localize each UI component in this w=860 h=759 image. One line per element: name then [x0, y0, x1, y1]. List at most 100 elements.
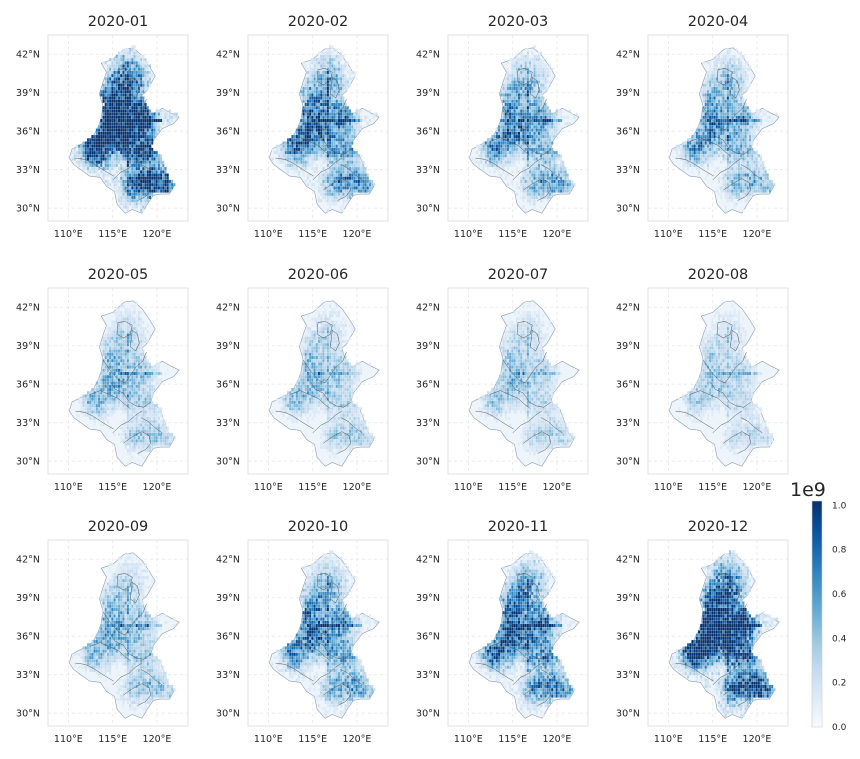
- heat-cell: [691, 160, 694, 164]
- heat-cell: [298, 151, 301, 155]
- heat-cell: [502, 144, 505, 148]
- heat-cell: [724, 141, 727, 145]
- heat-cell: [709, 157, 712, 161]
- heat-cell: [731, 106, 734, 110]
- heat-cell: [144, 144, 147, 148]
- heat-cell: [357, 186, 360, 190]
- heat-cell: [729, 138, 732, 142]
- heat-cell: [126, 138, 129, 142]
- heat-cell: [318, 147, 321, 151]
- heat-cell: [333, 170, 336, 174]
- heat-cell: [709, 99, 712, 103]
- heat-cell: [682, 144, 685, 148]
- heat-cell: [286, 144, 290, 148]
- heat-cell: [344, 67, 347, 71]
- heat-cell: [706, 115, 709, 119]
- heat-cell: [331, 115, 334, 119]
- heat-cell: [133, 186, 136, 190]
- heat-cell: [137, 74, 140, 78]
- heat-cell: [333, 138, 336, 142]
- heat-cell: [502, 96, 505, 100]
- heat-cell: [535, 61, 538, 65]
- heat-cell: [746, 189, 749, 193]
- heat-cell: [131, 48, 134, 52]
- heat-cell: [755, 183, 758, 187]
- heat-cell: [113, 102, 116, 106]
- heat-cell: [140, 77, 143, 81]
- heat-cell: [526, 147, 529, 151]
- heat-cell: [698, 154, 701, 158]
- heat-cell: [340, 170, 343, 174]
- heat-cell: [111, 125, 114, 129]
- heat-cell: [495, 151, 498, 155]
- heat-cell: [157, 183, 160, 187]
- heat-cell: [91, 394, 94, 398]
- heat-cell: [522, 125, 525, 129]
- heat-cell: [533, 170, 536, 174]
- heat-cell: [100, 388, 103, 392]
- heat-cell: [155, 128, 158, 132]
- heat-cell: [733, 106, 736, 110]
- heat-cell: [126, 151, 129, 155]
- heat-cell: [740, 58, 743, 62]
- heat-cell: [726, 170, 729, 174]
- heat-cell: [491, 163, 494, 167]
- y-tick-label: 36°N: [416, 127, 440, 138]
- heat-cell: [309, 61, 312, 65]
- heat-cell: [700, 135, 703, 139]
- heat-cell: [484, 151, 487, 155]
- heat-cell: [320, 173, 323, 177]
- heat-cell: [106, 160, 109, 164]
- heat-cell: [166, 173, 169, 177]
- heat-cell: [711, 96, 714, 100]
- heat-cell: [544, 83, 547, 87]
- heat-cell: [115, 128, 118, 132]
- heat-cell: [542, 122, 545, 126]
- heat-cell: [306, 173, 309, 177]
- heat-cell: [324, 109, 327, 113]
- heat-cell: [537, 77, 540, 81]
- heat-cell: [342, 115, 345, 119]
- heat-cell: [531, 199, 534, 203]
- heat-cell: [311, 131, 314, 135]
- heat-cell: [82, 163, 85, 167]
- heat-cell: [311, 151, 314, 155]
- heat-cell: [95, 154, 98, 158]
- heat-cell: [346, 70, 349, 74]
- heat-cell: [137, 138, 140, 142]
- heat-cell: [531, 154, 534, 158]
- heat-cell: [706, 122, 709, 126]
- heat-cell: [149, 141, 152, 145]
- heat-cell: [302, 135, 305, 139]
- heat-cell: [749, 163, 752, 167]
- heat-cell: [318, 93, 321, 97]
- heat-cell: [518, 90, 521, 94]
- heat-cell: [744, 61, 747, 65]
- heat-cell: [531, 93, 534, 97]
- heat-cell: [137, 112, 140, 116]
- heat-cell: [142, 131, 145, 135]
- heat-cell: [329, 109, 332, 113]
- heat-cell: [175, 115, 178, 119]
- heat-cell: [360, 154, 363, 158]
- heat-cell: [746, 119, 749, 123]
- heat-cell: [342, 96, 345, 100]
- heat-cell: [513, 77, 516, 81]
- heat-cell: [551, 122, 554, 126]
- heat-cell: [129, 102, 132, 106]
- heat-cell: [555, 154, 558, 158]
- x-tick-label: 115°E: [98, 229, 127, 240]
- heat-cell: [106, 407, 109, 411]
- heat-cell: [89, 144, 92, 148]
- heat-cell: [149, 151, 152, 155]
- heat-cell: [535, 147, 538, 151]
- heat-cell: [126, 186, 129, 190]
- heat-cell: [549, 183, 552, 187]
- heat-cell: [286, 147, 290, 151]
- heat-cell: [135, 199, 138, 203]
- heat-cell: [331, 64, 334, 68]
- heat-cell: [106, 413, 109, 417]
- heat-cell: [129, 135, 132, 139]
- heat-cell: [340, 80, 343, 84]
